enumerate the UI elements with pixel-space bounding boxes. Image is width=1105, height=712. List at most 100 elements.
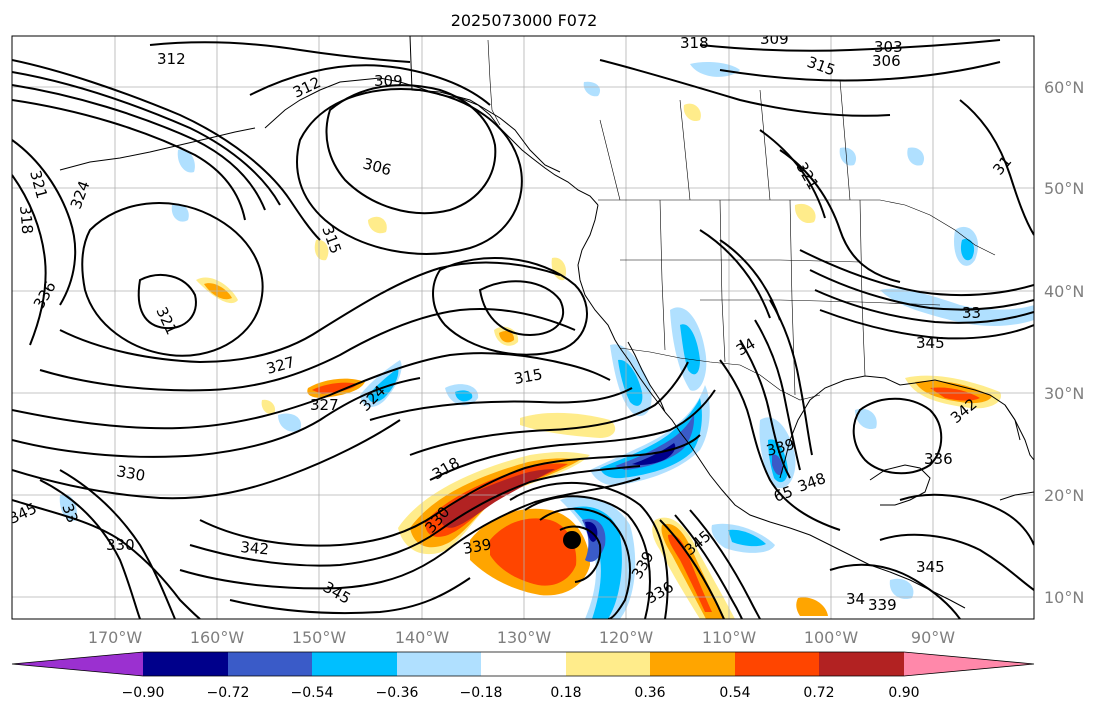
contour-label: 306	[872, 52, 901, 70]
coast-alaska-south	[264, 77, 599, 206]
contour-line	[719, 239, 781, 321]
shade-blob12-yellow	[794, 203, 816, 224]
contour-label: 327	[310, 396, 339, 414]
contour-label: 34	[846, 590, 865, 608]
colorbar-tick-label: 0.72	[803, 685, 834, 701]
latitude-axis: 60°N 50°N 40°N 30°N 20°N 10°N	[1044, 78, 1084, 607]
shade-blob2-orange	[499, 330, 515, 343]
contour-line	[325, 84, 497, 215]
lon-label-170w: 170°W	[88, 628, 143, 647]
shade-blob16-lightblue	[907, 147, 925, 166]
colorbar-segment	[566, 652, 650, 676]
lon-label-120w: 120°W	[599, 628, 654, 647]
lon-label-100w: 100°W	[804, 628, 859, 647]
colorbar-extend-right	[904, 652, 1034, 676]
border-canada-provinces	[599, 79, 851, 201]
contour-line	[12, 499, 201, 619]
shade-midocean-blue	[368, 368, 399, 403]
shade-storm-red	[490, 518, 577, 586]
colorbar-segment	[228, 652, 312, 676]
colorbar-segment	[819, 652, 904, 676]
contour-line	[81, 202, 264, 357]
contour-line	[759, 129, 826, 219]
contour-line	[959, 99, 1034, 236]
contour-label: 318	[680, 34, 709, 52]
contour-label: 65	[771, 482, 795, 505]
contour-label: 345	[916, 334, 945, 352]
contour-line	[478, 280, 565, 337]
coast-yucatan	[869, 464, 931, 506]
shade-baja-blue	[618, 359, 643, 406]
contour-line	[699, 39, 1001, 52]
contour-line	[509, 481, 669, 619]
contour-line	[12, 174, 47, 346]
lon-label-130w: 130°W	[497, 628, 552, 647]
border-us-mexico	[619, 347, 821, 401]
lat-label-10n: 10°N	[1044, 588, 1084, 607]
contour-line	[12, 99, 246, 221]
colorbar-tick-label: −0.36	[376, 685, 419, 701]
contour-line	[524, 495, 651, 619]
shade-gulf-blue	[680, 324, 700, 375]
contour-line	[739, 339, 791, 479]
contour-line	[12, 352, 611, 430]
coast-gulf	[779, 375, 1021, 479]
contour-line	[249, 64, 491, 106]
shade-southedge-orange	[796, 597, 828, 616]
colorbar-segment	[481, 652, 566, 676]
shade-blob15-lightblue	[839, 147, 857, 166]
contour-line	[369, 387, 633, 421]
figure-title: 2025073000 F072	[451, 11, 598, 30]
contour-line	[689, 509, 761, 619]
contour-line	[59, 469, 176, 619]
colorbar-tick-label: −0.72	[207, 685, 250, 701]
lat-label-30n: 30°N	[1044, 384, 1084, 403]
shade-blob13-lightblue	[278, 413, 302, 432]
shade-blob8-yellow	[551, 257, 567, 281]
shade-mexico-midblue	[772, 454, 783, 476]
shade-ohio-lightblue	[880, 288, 1034, 326]
shade-midocean-red	[312, 382, 358, 394]
contour-line	[879, 533, 1034, 591]
shade-blob17-lightblue	[855, 408, 877, 430]
contour-label: 330	[115, 462, 146, 485]
contour-line	[432, 257, 588, 356]
contour-line	[59, 261, 561, 364]
shade-blob18-lightblue	[889, 578, 914, 600]
colorbar-segment	[650, 652, 735, 676]
colorbar-tick-label: 0.54	[719, 685, 750, 701]
colorbar-tick-label: 0.36	[634, 685, 665, 701]
contour-label: 315	[513, 365, 544, 388]
colorbar-outline	[11, 651, 1035, 677]
shade-blob11-lightblue	[583, 81, 601, 97]
border-us-canada	[598, 199, 996, 256]
lon-label-140w: 140°W	[395, 628, 450, 647]
contour-line	[599, 59, 891, 117]
contour-line	[769, 299, 813, 456]
lat-label-60n: 60°N	[1044, 78, 1084, 97]
contour-label: 312	[157, 50, 186, 68]
shade-blob5-lightblue	[177, 149, 195, 173]
shade-lakes-blue	[960, 238, 975, 261]
contour-line	[12, 139, 77, 306]
coast-aleutians	[59, 127, 256, 171]
contour-line	[179, 477, 641, 590]
contour-line	[12, 377, 421, 458]
contour-line	[39, 479, 141, 619]
contour-line	[852, 397, 943, 475]
lat-label-20n: 20°N	[1044, 486, 1084, 505]
contour-line	[779, 149, 901, 283]
shade-blob14-yellow	[261, 399, 276, 415]
contour-line	[12, 84, 266, 211]
contour-line	[809, 269, 1034, 311]
contour-line	[539, 507, 631, 619]
contour-label: 318	[16, 205, 36, 235]
shade-blob9-yellow	[683, 103, 701, 122]
shade-blob4-lightblue	[171, 203, 189, 222]
coast-caribbean	[999, 491, 1034, 501]
contour-line	[559, 525, 602, 583]
colorbar-tick-label: −0.18	[460, 685, 503, 701]
lat-label-50n: 50°N	[1044, 179, 1084, 198]
contour-line	[12, 419, 401, 500]
shade-storm-blue	[572, 506, 622, 619]
